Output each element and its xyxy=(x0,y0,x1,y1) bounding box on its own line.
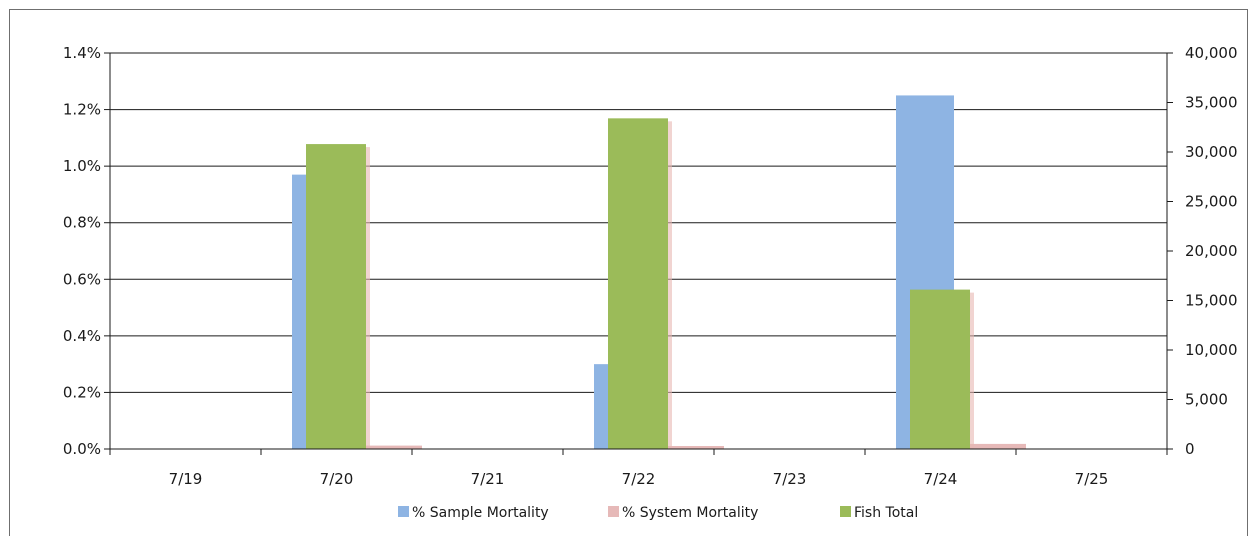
left-tick-label: 0.2% xyxy=(63,383,101,401)
left-tick-label: 0.0% xyxy=(63,440,101,458)
x-tick-label: 7/25 xyxy=(1075,470,1109,488)
bar-system-mortality xyxy=(666,446,724,449)
right-axis-ticks: 0 5,000 10,000 15,000 20,000 25,000 30,000 35,0… xyxy=(1185,44,1238,458)
legend-swatch xyxy=(398,506,409,517)
x-tick-label: 7/21 xyxy=(471,470,505,488)
bar-fish-total xyxy=(608,118,668,449)
x-tick-label: 7/19 xyxy=(169,470,203,488)
left-tick-label: 1.2% xyxy=(63,101,101,119)
bar-fish-total xyxy=(306,144,366,449)
bars xyxy=(292,95,1026,449)
right-tick-label: 30,000 xyxy=(1185,143,1238,161)
legend: % Sample Mortality % System Mortality Fish… xyxy=(398,505,918,521)
right-tick-label: 20,000 xyxy=(1185,242,1238,260)
right-tick-label: 40,000 xyxy=(1185,44,1238,62)
left-axis-ticks: 0.0% 0.2% 0.4% 0.6% 0.8% 1.0% 1.2% 1.4% xyxy=(63,44,101,458)
legend-swatch xyxy=(840,506,851,517)
right-tick-label: 5,000 xyxy=(1185,391,1228,409)
right-tick-label: 10,000 xyxy=(1185,341,1238,359)
legend-swatch xyxy=(608,506,619,517)
left-tick-label: 1.0% xyxy=(63,157,101,175)
right-tick-label: 0 xyxy=(1185,440,1195,458)
legend-label: % Sample Mortality xyxy=(412,505,549,521)
right-tick-label: 35,000 xyxy=(1185,94,1238,112)
x-tick-label: 7/23 xyxy=(773,470,807,488)
left-tick-label: 0.6% xyxy=(63,270,101,288)
left-tick-label: 0.8% xyxy=(63,214,101,232)
bar-fish-total xyxy=(910,289,970,449)
legend-label: % System Mortality xyxy=(622,505,758,521)
bar-system-mortality xyxy=(364,445,422,449)
x-tick-label: 7/22 xyxy=(622,470,656,488)
right-tick-label: 15,000 xyxy=(1185,292,1238,310)
x-tick-label: 7/24 xyxy=(924,470,958,488)
right-tick-label: 25,000 xyxy=(1185,193,1238,211)
left-tick-label: 1.4% xyxy=(63,44,101,62)
x-tick-label: 7/20 xyxy=(320,470,354,488)
bar-system-mortality xyxy=(968,443,1026,449)
category-axis-ticks: 7/19 7/20 7/21 7/22 7/23 7/24 7/25 xyxy=(169,470,1109,488)
legend-label: Fish Total xyxy=(854,505,918,521)
axes xyxy=(104,52,1173,455)
left-tick-label: 0.4% xyxy=(63,327,101,345)
